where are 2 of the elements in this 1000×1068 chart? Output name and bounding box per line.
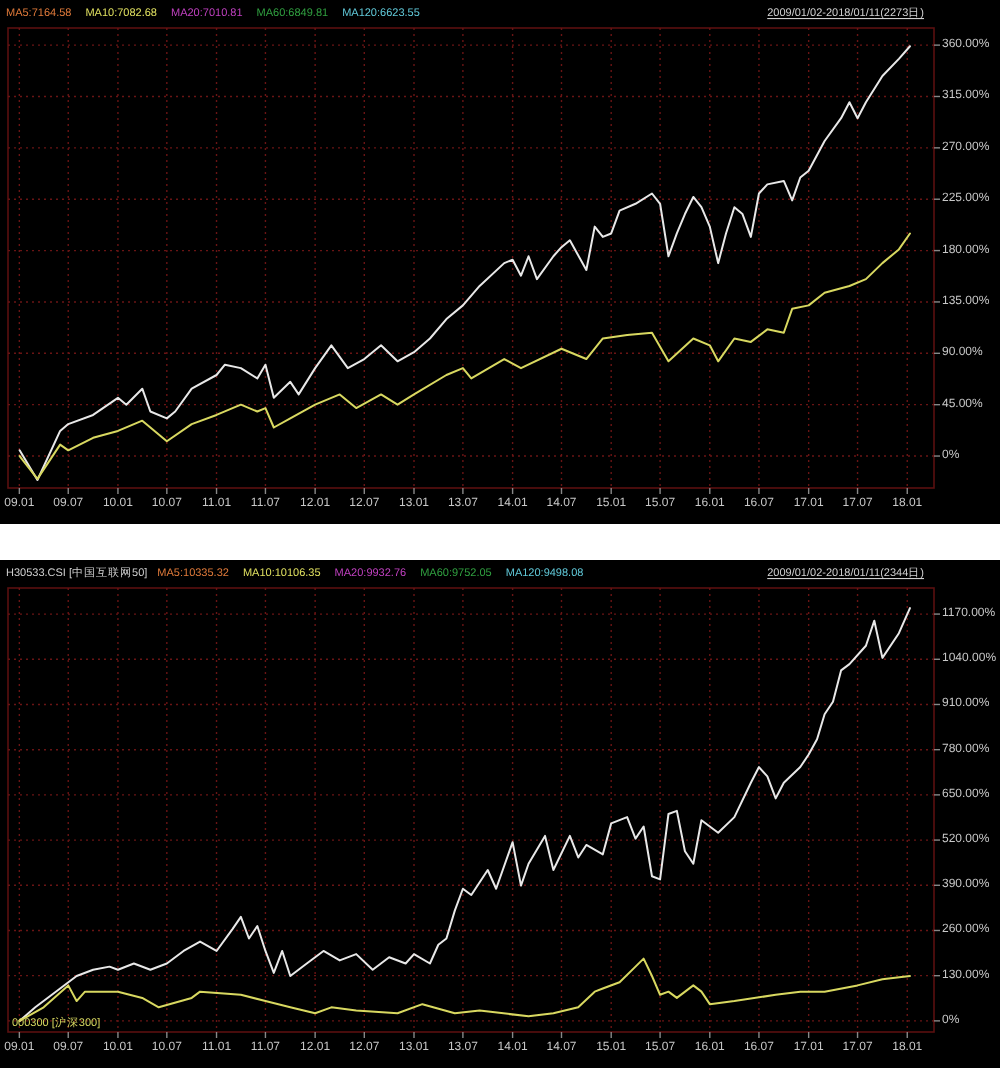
line-series: [18, 45, 911, 481]
line-series: [18, 232, 911, 480]
